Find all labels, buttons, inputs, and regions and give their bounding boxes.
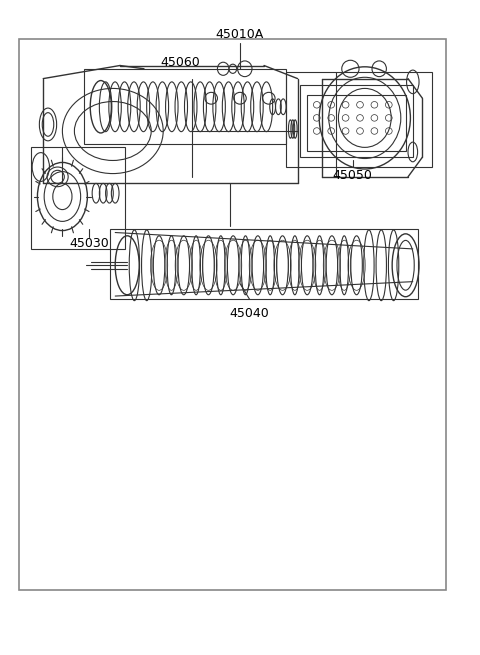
Bar — [31, 147, 125, 249]
Bar — [110, 229, 418, 299]
Bar — [307, 95, 406, 151]
Text: 45010A: 45010A — [216, 28, 264, 41]
Bar — [300, 85, 413, 157]
Bar — [19, 39, 446, 590]
Bar — [286, 72, 432, 167]
Text: 45030: 45030 — [69, 237, 108, 250]
Text: 45040: 45040 — [230, 307, 269, 320]
Text: 45060: 45060 — [160, 56, 200, 69]
Bar — [84, 69, 286, 144]
Text: 45050: 45050 — [333, 169, 373, 182]
